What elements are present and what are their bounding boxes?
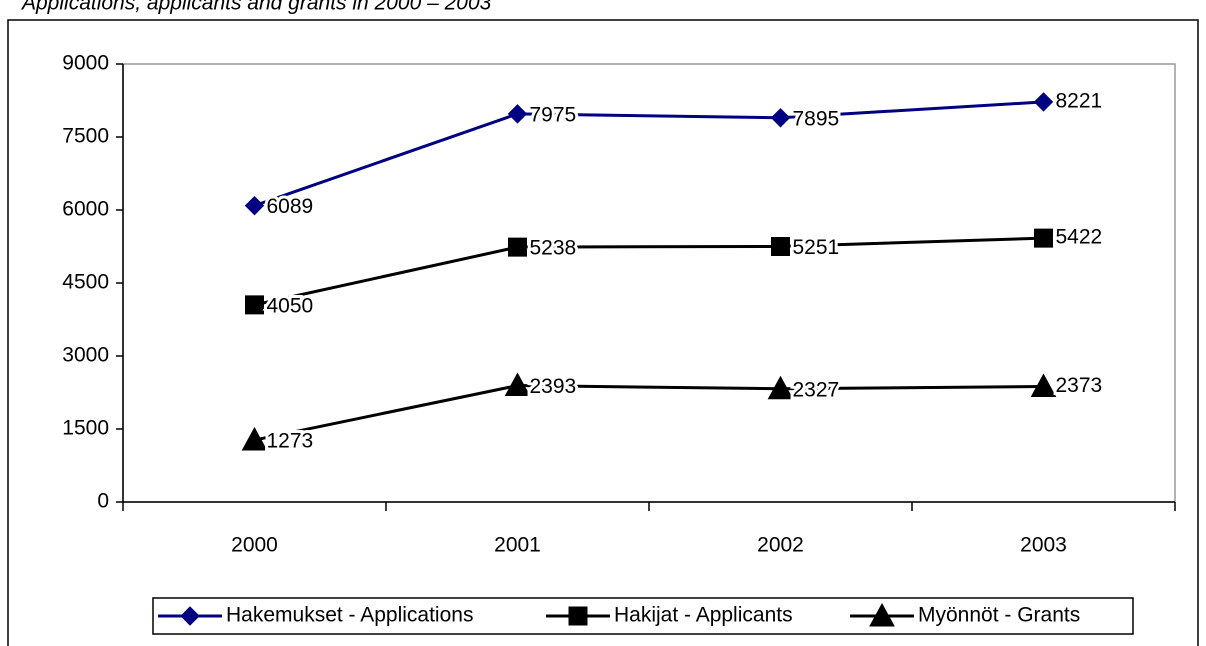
data-label: 2373	[1056, 374, 1103, 397]
marker	[245, 295, 264, 315]
marker	[1030, 373, 1057, 398]
marker	[770, 108, 791, 128]
marker	[507, 104, 528, 124]
data-label: 1273	[267, 430, 314, 453]
data-label: 6089	[267, 195, 314, 218]
data-label: 2393	[530, 375, 577, 398]
marker	[508, 237, 527, 257]
x-tick-label: 2001	[494, 534, 541, 557]
data-label: 4050	[267, 294, 314, 317]
y-tick-label: 6000	[62, 198, 109, 221]
legend	[152, 597, 1134, 635]
data-label: 5422	[1056, 226, 1103, 249]
series-line	[254, 384, 1044, 442]
data-label: 5251	[793, 236, 840, 259]
marker	[1034, 228, 1053, 248]
legend-marker	[568, 606, 588, 626]
y-tick-label: 3000	[62, 344, 109, 367]
marker	[241, 427, 268, 451]
x-tick-label: 2003	[1020, 534, 1067, 557]
chart-frame	[7, 19, 1199, 646]
marker	[504, 372, 531, 397]
data-label: 7895	[793, 107, 840, 130]
marker	[771, 236, 790, 256]
y-tick-label: 9000	[62, 52, 109, 75]
series-line	[254, 236, 1044, 307]
marker	[244, 195, 265, 216]
x-tick-label: 2002	[757, 534, 804, 557]
x-tick-label: 2000	[231, 534, 278, 557]
data-label: 7975	[530, 103, 577, 126]
legend-label: Hakijat - Applicants	[614, 604, 793, 627]
data-label: 5238	[530, 237, 577, 260]
data-label: 2327	[793, 378, 840, 401]
legend-marker	[869, 602, 895, 627]
legend-label: Myönnöt - Grants	[918, 604, 1080, 627]
series-line	[254, 100, 1044, 208]
marker	[1033, 92, 1054, 112]
y-tick-label: 4500	[62, 271, 109, 294]
y-tick-label: 0	[97, 490, 109, 513]
legend-label: Hakemukset - Applications	[226, 604, 473, 627]
y-tick-label: 1500	[62, 417, 109, 440]
chart-title: Applications, applicants and grants in 2…	[20, 0, 492, 15]
legend-marker	[180, 606, 200, 626]
y-tick-label: 7500	[62, 125, 109, 148]
data-label: 8221	[1056, 89, 1103, 112]
marker	[767, 375, 794, 400]
